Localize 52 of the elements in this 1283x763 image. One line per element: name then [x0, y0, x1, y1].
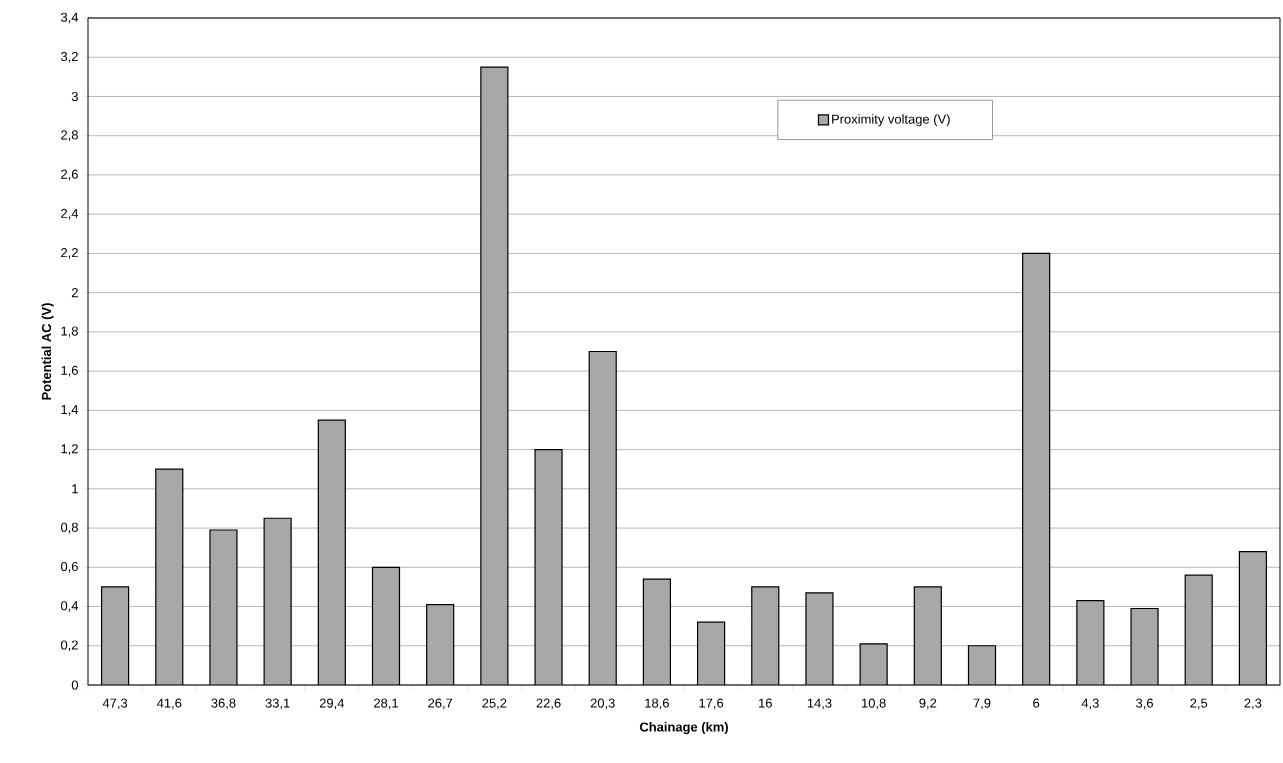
x-tick-label: 18,6 — [645, 698, 669, 710]
x-tick-label: 28,1 — [374, 698, 398, 710]
x-tick-label: 41,6 — [156, 698, 182, 710]
x-tick-label: 26,7 — [428, 698, 453, 710]
y-axis-title: Potential AC (V) — [41, 303, 54, 400]
x-tick-label: 6 — [1033, 698, 1040, 708]
y-tick-label: 3,2 — [60, 51, 78, 63]
x-tick-label: 9,2 — [919, 698, 937, 710]
y-tick-label: 1,2 — [61, 444, 78, 455]
y-tick-label: 2,4 — [61, 208, 79, 220]
x-tick-label: 7,9 — [973, 698, 991, 710]
y-tick-label: 0,8 — [60, 522, 78, 534]
y-tick-label: 2,6 — [61, 169, 78, 181]
x-tick-label: 22,6 — [536, 698, 561, 710]
y-tick-label: 3 — [71, 91, 78, 102]
x-tick-label: 25,2 — [482, 698, 507, 710]
y-tick-label: 0,4 — [60, 601, 79, 612]
bar — [859, 643, 888, 685]
y-tick-label: 0,6 — [60, 561, 78, 573]
y-tick-label: 0,2 — [60, 640, 78, 652]
bar — [263, 517, 292, 685]
y-tick-label: 1,8 — [61, 326, 78, 338]
x-tick-label: 2,3 — [1244, 698, 1262, 710]
x-tick-label: 47,3 — [102, 698, 128, 710]
y-tick-label: 2,2 — [61, 248, 78, 259]
bar — [1130, 607, 1159, 685]
x-tick-label: 14,3 — [807, 698, 832, 710]
y-tick-label: 3,4 — [60, 12, 79, 24]
x-tick-label: 29,4 — [319, 698, 345, 710]
y-tick-label: 0 — [71, 680, 78, 690]
bar — [967, 645, 997, 685]
bar — [480, 66, 509, 685]
bar — [209, 529, 238, 685]
legend-label: Proximity voltage (V) — [832, 114, 950, 127]
bar — [1076, 600, 1105, 685]
x-axis-title: Chainage (km) — [639, 722, 728, 735]
y-tick-label: 2 — [71, 288, 78, 298]
y-tick-label: 2,8 — [61, 130, 78, 142]
x-tick-label: 2,5 — [1190, 698, 1208, 710]
x-tick-label: 10,8 — [862, 698, 886, 710]
x-tick-label: 16 — [759, 698, 772, 708]
x-tick-label: 36,8 — [211, 698, 236, 710]
y-tick-label: 1,4 — [61, 405, 79, 416]
x-tick-label: 20,3 — [590, 698, 615, 710]
y-tick-label: 1 — [72, 484, 78, 494]
x-tick-label: 33,1 — [265, 698, 290, 710]
x-tick-label: 4,3 — [1081, 698, 1099, 710]
x-tick-label: 17,6 — [699, 698, 724, 710]
y-tick-label: 1,6 — [61, 365, 78, 377]
x-tick-label: 3,6 — [1136, 698, 1153, 710]
bar — [805, 592, 834, 685]
bar — [534, 448, 563, 685]
